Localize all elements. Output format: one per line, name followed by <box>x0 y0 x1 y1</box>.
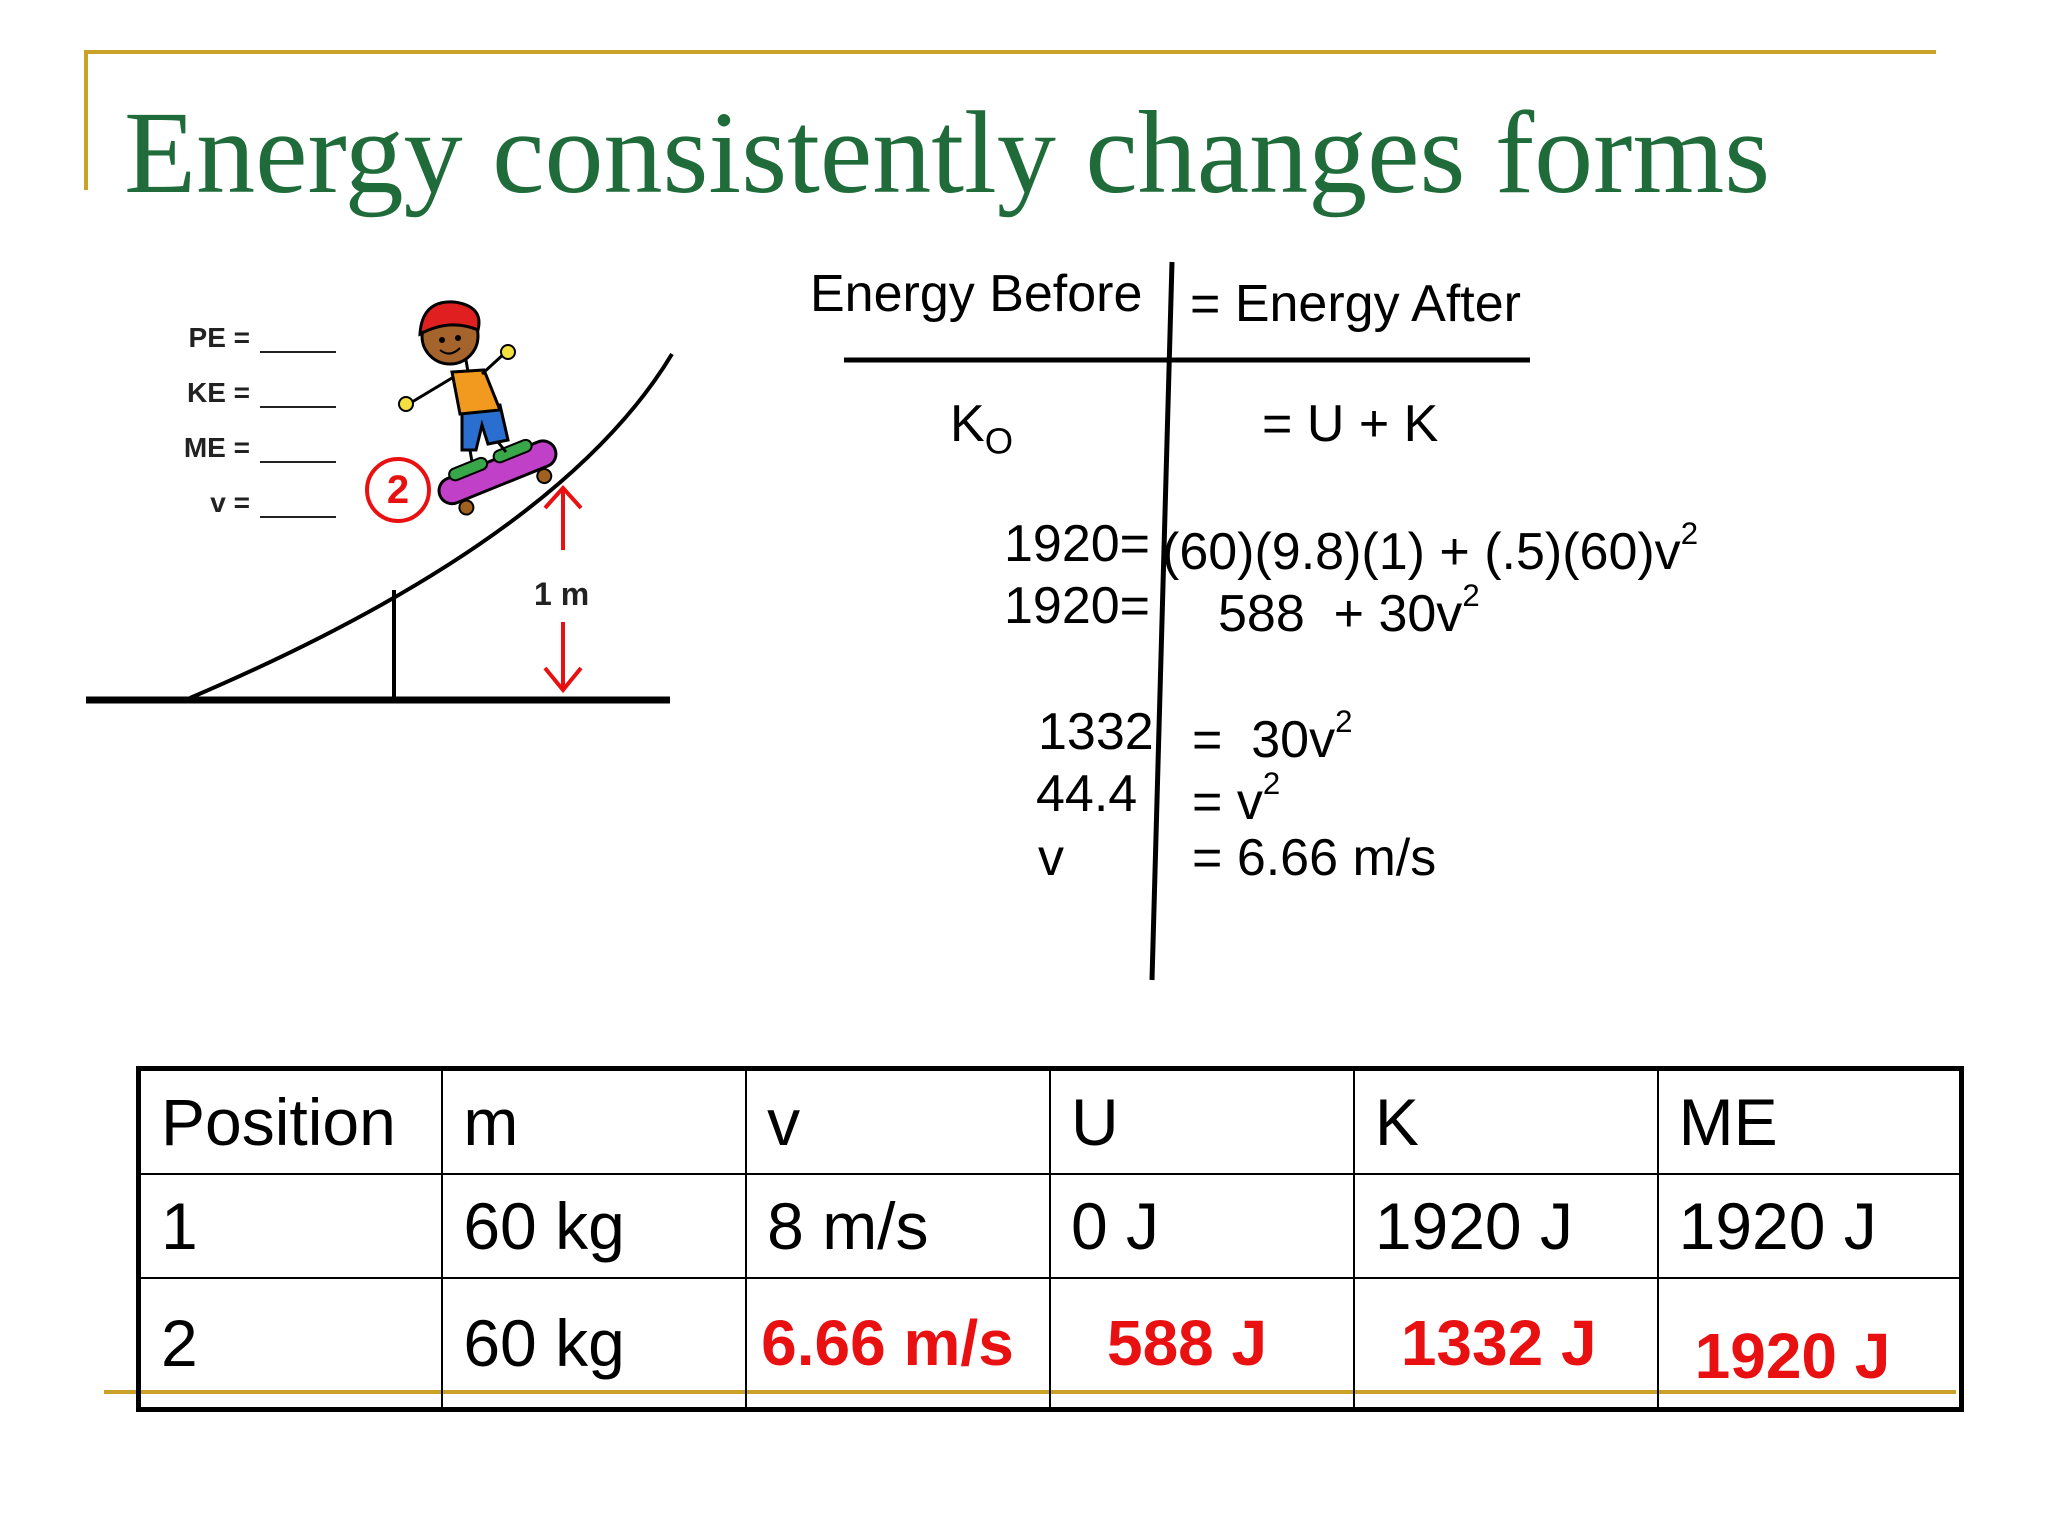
answer-cell: 1920 J <box>1656 1277 1963 1411</box>
slide-title: Energy consistently changes forms <box>124 87 1771 218</box>
table-cell: 0 J <box>1048 1173 1355 1279</box>
table-cell: 1 <box>137 1173 444 1279</box>
table-row: 2 60 kg 6.66 m/s 588 J 1332 J 1920 J <box>137 1277 1963 1411</box>
work-line-4-left: 44.4 <box>1036 765 1138 823</box>
ramp-diagram: PE = KE = ME = v = 2 1 m <box>0 0 700 720</box>
table-cell: 1920 J <box>1656 1173 1963 1279</box>
u-plus-k: = U + K <box>1262 395 1439 453</box>
v-blank-label: v = <box>210 487 250 518</box>
energy-before-header: Energy Before <box>810 265 1143 323</box>
work-line-3-right: = 30v2 <box>1192 704 1353 769</box>
work-line-1-left: 1920= <box>1004 515 1151 573</box>
top-accent-line <box>84 50 1936 54</box>
initial-kinetic-symbol: KO <box>950 398 1013 460</box>
answer-cell: 1332 J <box>1352 1277 1659 1411</box>
work-line-2-left: 1920= <box>1004 577 1151 635</box>
header-velocity: v <box>745 1067 1051 1175</box>
ramp-illustration <box>86 300 674 704</box>
kinetic-subscript: O <box>984 420 1013 462</box>
answer-cell: 588 J <box>1048 1277 1355 1411</box>
table-cell: 60 kg <box>441 1277 748 1411</box>
header-position: Position <box>137 1067 444 1175</box>
position-badge: 2 <box>386 468 410 512</box>
work-line-3-left: 1332 <box>1038 703 1154 761</box>
answer-cell: 6.66 m/s <box>745 1277 1051 1411</box>
work-line-4-right: = v2 <box>1192 766 1281 831</box>
header-mechanical: ME <box>1656 1067 1963 1175</box>
work-line-5-right: = 6.66 m/s <box>1192 829 1437 887</box>
table-cell: 8 m/s <box>745 1173 1051 1279</box>
energy-after-header: = Energy After <box>1190 275 1521 333</box>
header-kinetic: K <box>1352 1067 1659 1175</box>
t-chart-lines <box>844 261 1530 981</box>
height-arrow <box>543 485 583 694</box>
ke-blank-label: KE = <box>186 377 250 408</box>
height-label: 1 m <box>534 576 590 612</box>
work-line-5-left: v <box>1038 829 1064 887</box>
table-row: 1 60 kg 8 m/s 0 J 1920 J 1920 J <box>137 1173 1963 1279</box>
kinetic-base: K <box>950 395 985 453</box>
skateboarder-illustration <box>398 300 558 516</box>
table-cell: 2 <box>137 1277 444 1411</box>
table-cell: 1920 J <box>1352 1173 1659 1279</box>
table-header-row: Position m v U K ME <box>137 1067 1963 1175</box>
left-accent-line <box>84 50 88 190</box>
pe-blank-label: PE = <box>188 322 250 353</box>
work-line-2-right: 588 + 30v2 <box>1218 578 1480 643</box>
table-cell: 60 kg <box>441 1173 748 1279</box>
header-potential: U <box>1048 1067 1355 1175</box>
energy-table: Position m v U K ME 1 60 kg 8 m/s 0 J 19… <box>136 1066 1964 1412</box>
me-blank-label: ME = <box>183 432 250 463</box>
work-line-1-right: (60)(9.8)(1) + (.5)(60)v2 <box>1162 516 1699 581</box>
header-mass: m <box>441 1067 748 1175</box>
